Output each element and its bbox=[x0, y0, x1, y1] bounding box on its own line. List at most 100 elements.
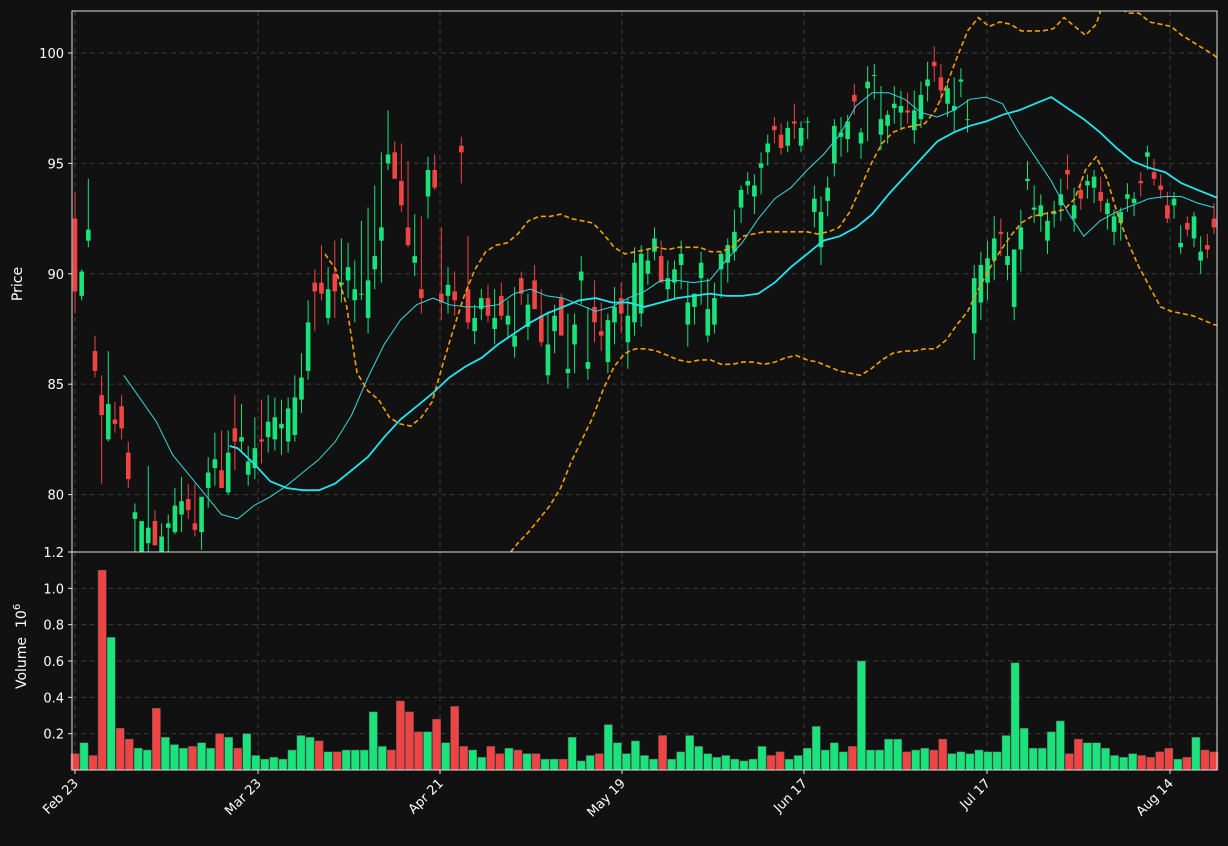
candle-body-down bbox=[1165, 205, 1170, 219]
volume-bar-down bbox=[1200, 749, 1210, 771]
volume-bar-up bbox=[866, 749, 875, 771]
candle-body-up bbox=[718, 253, 724, 270]
candle-body-down bbox=[1185, 222, 1190, 230]
volume-bar-up bbox=[567, 737, 577, 771]
volume-bar-up bbox=[1001, 735, 1011, 771]
moving-average-fast-line bbox=[123, 92, 1215, 520]
volume-bar-up bbox=[106, 637, 116, 771]
candle-body-up bbox=[359, 293, 364, 295]
volume-bar-up bbox=[179, 747, 188, 771]
candle-body-down bbox=[459, 145, 464, 153]
volume-bar-down bbox=[332, 751, 342, 771]
candle-body-up bbox=[978, 264, 984, 303]
candle-body-down bbox=[905, 110, 910, 113]
candle-body-up bbox=[925, 79, 930, 87]
candle-body-up bbox=[1038, 205, 1044, 217]
volume-bar-up bbox=[206, 747, 215, 771]
volume-bar-down bbox=[495, 753, 505, 771]
candle-body-up bbox=[285, 408, 291, 442]
candle-body-down bbox=[112, 419, 118, 424]
volume-bar-up bbox=[811, 726, 821, 771]
price-tick-label: 95 bbox=[47, 157, 64, 172]
volume-bar-down bbox=[215, 733, 224, 771]
candle-body-down bbox=[232, 428, 238, 442]
candle-body-up bbox=[678, 253, 684, 265]
volume-bar-up bbox=[712, 757, 722, 771]
price-tick-label: 100 bbox=[39, 47, 64, 62]
volume-bar-up bbox=[296, 735, 306, 771]
volume-bar-up bbox=[133, 747, 143, 771]
candle-body-up bbox=[425, 169, 431, 197]
candle-body-down bbox=[558, 298, 564, 336]
candle-body-down bbox=[618, 298, 624, 314]
volume-exponent-superscript: 6 bbox=[12, 604, 23, 610]
volume-bar-down bbox=[1074, 738, 1083, 771]
candle-body-up bbox=[385, 154, 391, 164]
candle-body-up bbox=[1145, 152, 1150, 157]
volume-bar-down bbox=[233, 747, 243, 771]
volume-bar-up bbox=[965, 753, 975, 771]
candle-body-up bbox=[172, 505, 178, 533]
volume-bar-down bbox=[1155, 751, 1165, 771]
candle-body-up bbox=[838, 132, 844, 137]
candle-body-up bbox=[732, 231, 737, 252]
candle-body-up bbox=[339, 282, 344, 285]
volume-bar-up bbox=[1110, 755, 1119, 771]
volume-bar-up bbox=[287, 749, 297, 771]
volume-bar-down bbox=[88, 755, 98, 771]
volume-bar-up bbox=[1046, 731, 1056, 771]
candle-body-up bbox=[552, 315, 557, 332]
volume-bar-down bbox=[558, 758, 568, 771]
volume-bar-up bbox=[685, 735, 695, 771]
candle-body-up bbox=[652, 238, 657, 252]
volume-bar-up bbox=[974, 749, 984, 771]
candle-body-up bbox=[1045, 220, 1050, 241]
candle-body-up bbox=[1091, 176, 1097, 188]
candle-body-up bbox=[212, 459, 218, 469]
volume-bar-down bbox=[459, 746, 469, 771]
candle-body-up bbox=[985, 258, 990, 283]
candle-body-up bbox=[871, 75, 877, 77]
candle-body-up bbox=[971, 278, 977, 334]
volume-bar-up bbox=[1128, 753, 1137, 771]
volume-bar-up bbox=[79, 742, 89, 771]
candle-body-up bbox=[479, 298, 484, 310]
price-axis-label: Price bbox=[10, 267, 26, 301]
candle-body-down bbox=[99, 395, 104, 416]
candle-body-up bbox=[665, 278, 671, 290]
volume-bar-up bbox=[839, 751, 848, 771]
candles-group bbox=[72, 11, 1217, 552]
candle-body-down bbox=[792, 121, 797, 124]
candle-body-up bbox=[1085, 181, 1090, 186]
volume-bar-up bbox=[142, 749, 152, 771]
candle-body-up bbox=[645, 260, 651, 274]
candle-body-up bbox=[86, 229, 91, 241]
candle-body-up bbox=[565, 368, 571, 374]
volume-bar-up bbox=[522, 753, 532, 771]
volume-bar-down bbox=[902, 751, 912, 771]
volume-bar-up bbox=[260, 758, 270, 771]
volume-bar-down bbox=[97, 569, 107, 771]
candle-body-down bbox=[1211, 218, 1217, 228]
candle-body-down bbox=[532, 280, 537, 310]
candle-body-up bbox=[1031, 207, 1037, 210]
candle-body-up bbox=[492, 317, 497, 329]
volume-bar-down bbox=[314, 740, 324, 771]
volume-bar-down bbox=[766, 755, 776, 771]
candle-body-down bbox=[72, 218, 78, 292]
volume-bar-down bbox=[486, 746, 496, 771]
volume-tick-label: 1.0 bbox=[43, 582, 64, 597]
candle-body-up bbox=[1018, 227, 1024, 250]
volume-bar-down bbox=[1137, 755, 1147, 771]
candle-body-up bbox=[1125, 194, 1130, 199]
candle-body-up bbox=[1171, 198, 1177, 206]
candle-body-up bbox=[199, 496, 204, 533]
volume-bar-up bbox=[161, 737, 170, 771]
volume-bar-up bbox=[1092, 742, 1101, 771]
candle-body-up bbox=[785, 128, 791, 146]
candle-body-down bbox=[598, 331, 604, 336]
volume-bar-up bbox=[1083, 742, 1092, 771]
volume-bar-up bbox=[1101, 747, 1110, 771]
price-plot-area bbox=[71, 10, 1218, 553]
